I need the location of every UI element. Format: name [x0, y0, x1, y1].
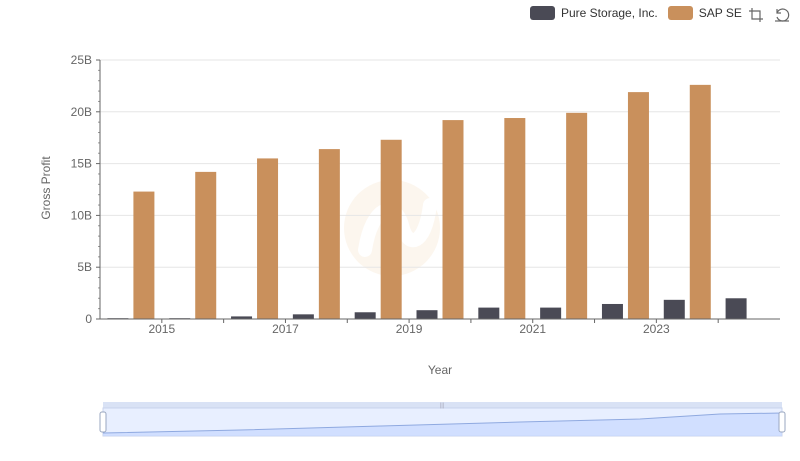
bar-sap-2019[interactable]	[442, 120, 464, 319]
y-tick-label: 25B	[71, 53, 92, 67]
legend-swatch-pure-storage	[530, 6, 555, 20]
x-tick-label: 2023	[643, 322, 670, 336]
x-tick-label: 2019	[396, 322, 423, 336]
bar-pure-storage-2016[interactable]	[231, 316, 253, 319]
bar-pure-storage-2018[interactable]	[354, 312, 376, 319]
bar-pure-storage-2019[interactable]	[416, 310, 438, 319]
bar-sap-2021[interactable]	[566, 112, 588, 319]
data-zoom-left-handle[interactable]	[99, 411, 107, 433]
y-tick-label: 5B	[77, 260, 92, 274]
data-zoom-grip-icon[interactable]: |||	[440, 403, 445, 409]
legend-item-pure-storage[interactable]: Pure Storage, Inc.	[530, 6, 658, 20]
bar-pure-storage-2021[interactable]	[540, 307, 562, 319]
bar-pure-storage-2024[interactable]	[725, 298, 747, 319]
y-tick-label: 15B	[71, 157, 92, 171]
restore-icon[interactable]	[774, 7, 790, 23]
bar-pure-storage-2022[interactable]	[601, 303, 623, 319]
y-tick-label: 10B	[71, 208, 92, 222]
data-zoom-top-bar[interactable]	[103, 402, 782, 408]
bar-sap-2015[interactable]	[195, 171, 217, 319]
bar-sap-2020[interactable]	[504, 118, 526, 320]
y-axis-title: Gross Profit	[39, 156, 53, 220]
bar-pure-storage-2020[interactable]	[478, 307, 500, 319]
bar-pure-storage-2023[interactable]	[663, 299, 685, 319]
data-zoom-right-handle[interactable]	[778, 411, 786, 433]
zoom-select-icon[interactable]	[748, 7, 764, 23]
bar-sap-2022[interactable]	[627, 92, 649, 319]
y-tick-label: 0	[85, 312, 92, 326]
bar-sap-2014[interactable]	[133, 191, 155, 319]
bar-sap-2018[interactable]	[380, 139, 402, 319]
data-zoom-slider[interactable]: |||	[99, 402, 786, 437]
x-tick-label: 2015	[148, 322, 175, 336]
x-tick-label: 2021	[519, 322, 546, 336]
y-tick-label: 20B	[71, 105, 92, 119]
data-zoom-preview-line	[102, 412, 783, 434]
bar-sap-2017[interactable]	[318, 149, 340, 319]
legend-label-pure-storage: Pure Storage, Inc.	[561, 6, 658, 20]
bar-sap-2016[interactable]	[257, 158, 279, 319]
x-tick-label: 2017	[272, 322, 299, 336]
x-axis-title: Year	[428, 363, 452, 377]
legend-swatch-sap	[667, 6, 693, 20]
bar-sap-2023[interactable]	[689, 84, 711, 319]
bar-pure-storage-2017[interactable]	[292, 314, 314, 319]
legend: Pure Storage, Inc. SAP SE	[530, 4, 742, 22]
legend-label-sap: SAP SE	[698, 6, 742, 20]
legend-item-sap[interactable]: SAP SE	[667, 6, 742, 20]
